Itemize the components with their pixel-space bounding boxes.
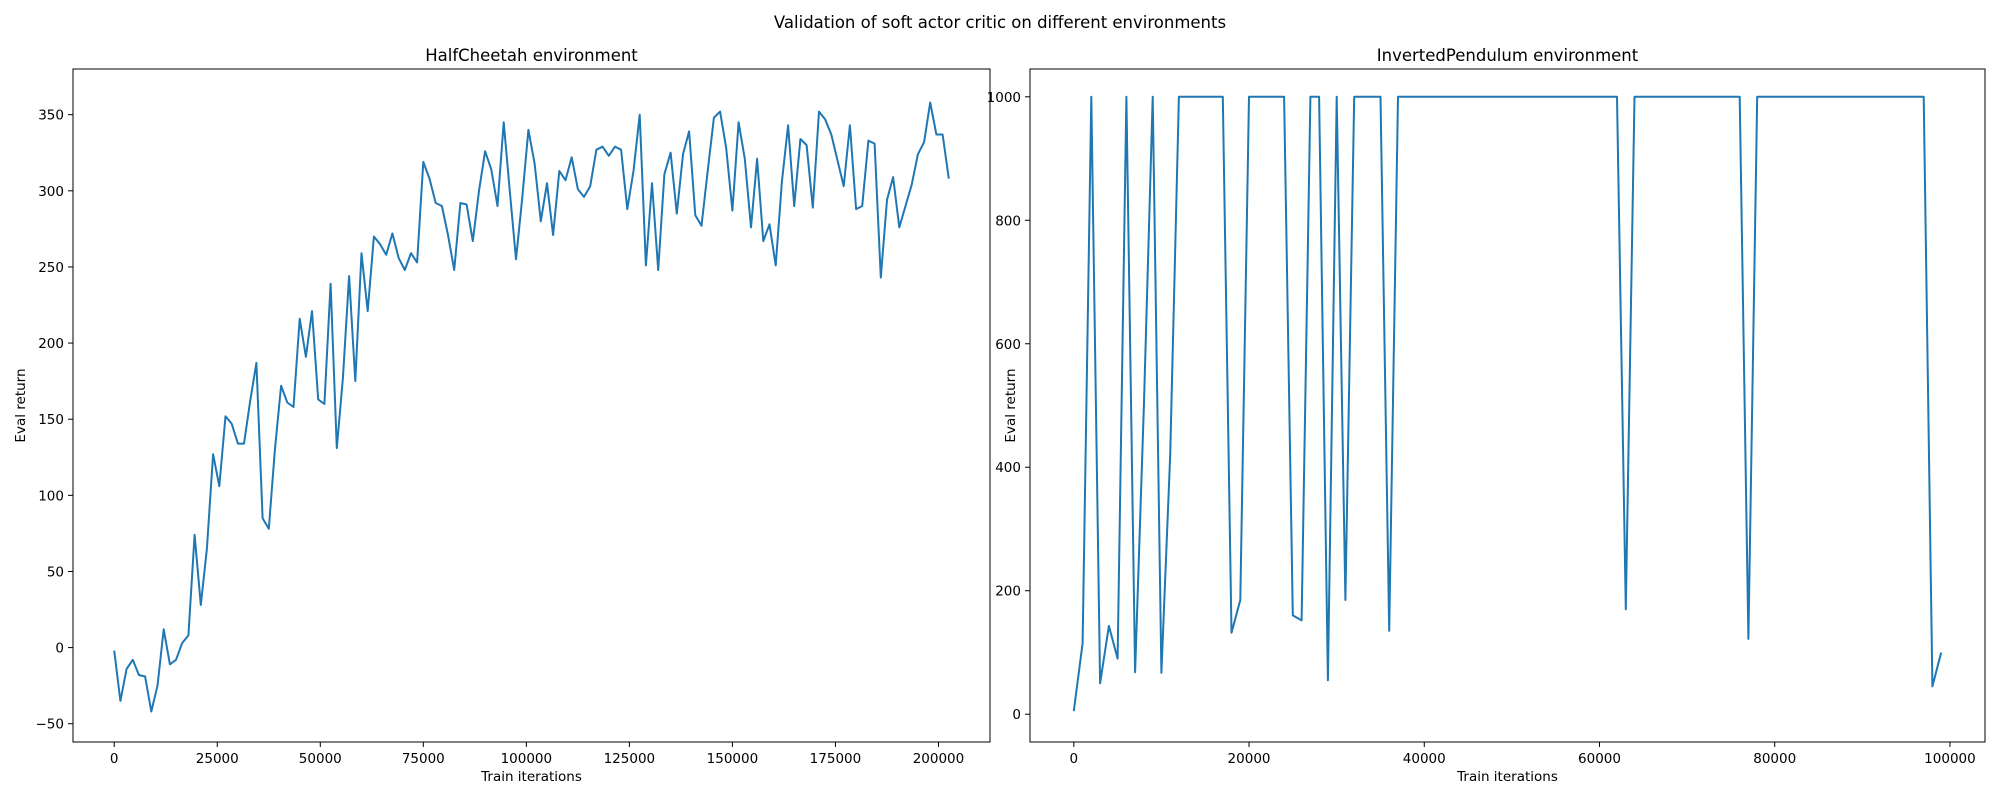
x-axis-label: Train iterations — [1456, 769, 1558, 785]
chart-halfcheetah: HalfCheetah environment 0 25000 50000 75000 1… — [13, 46, 991, 785]
chart-title: HalfCheetah environment — [425, 46, 638, 65]
series-line — [113, 101, 950, 713]
x-tick-label: 100000 — [501, 751, 553, 767]
y-tick-label: −50 — [36, 717, 65, 733]
plot-frame — [1029, 68, 1986, 743]
y-tick-label: 250 — [38, 260, 64, 276]
y-axis-label: Eval return — [1003, 368, 1019, 442]
y-tick-label: 800 — [995, 213, 1021, 229]
x-tick-label: 25000 — [196, 751, 239, 767]
series-line — [1072, 95, 1943, 712]
y-tick-label: 400 — [995, 460, 1021, 476]
x-axis-label: Train iterations — [480, 769, 582, 785]
x-tick-label: 75000 — [402, 751, 445, 767]
y-tick-label: 150 — [38, 412, 64, 428]
figure-title: Validation of soft actor critic on diffe… — [773, 13, 1227, 32]
x-tick-label: 150000 — [707, 751, 759, 767]
x-tick-label: 50000 — [299, 751, 342, 767]
x-tick-label: 100000 — [1924, 751, 1976, 767]
y-tick-label: 0 — [55, 641, 64, 657]
x-tick-label: 80000 — [1753, 751, 1796, 767]
y-tick-label: 300 — [38, 184, 64, 200]
x-tick-label: 125000 — [604, 751, 656, 767]
y-axis-label: Eval return — [13, 368, 29, 442]
y-tick-label: 350 — [38, 108, 64, 124]
x-tick-label: 40000 — [1403, 751, 1446, 767]
y-tick-label: 200 — [38, 336, 64, 352]
y-tick-label: 100 — [38, 488, 64, 504]
x-tick-label: 0 — [1070, 751, 1079, 767]
y-tick-label: 200 — [995, 584, 1021, 600]
y-tick-label: 0 — [1012, 707, 1021, 723]
plot-frame — [72, 68, 991, 743]
y-tick-label: 50 — [47, 564, 64, 580]
chart-invertedpendulum: InvertedPendulum environment 0 20000 40000 6… — [987, 46, 1986, 785]
y-tick-label: 600 — [995, 337, 1021, 353]
x-tick-label: 200000 — [913, 751, 965, 767]
x-tick-label: 0 — [110, 751, 119, 767]
x-tick-label: 175000 — [810, 751, 862, 767]
chart-title: InvertedPendulum environment — [1377, 46, 1639, 65]
x-tick-label: 60000 — [1578, 751, 1621, 767]
x-tick-label: 20000 — [1228, 751, 1271, 767]
y-tick-label: 1000 — [987, 90, 1021, 106]
